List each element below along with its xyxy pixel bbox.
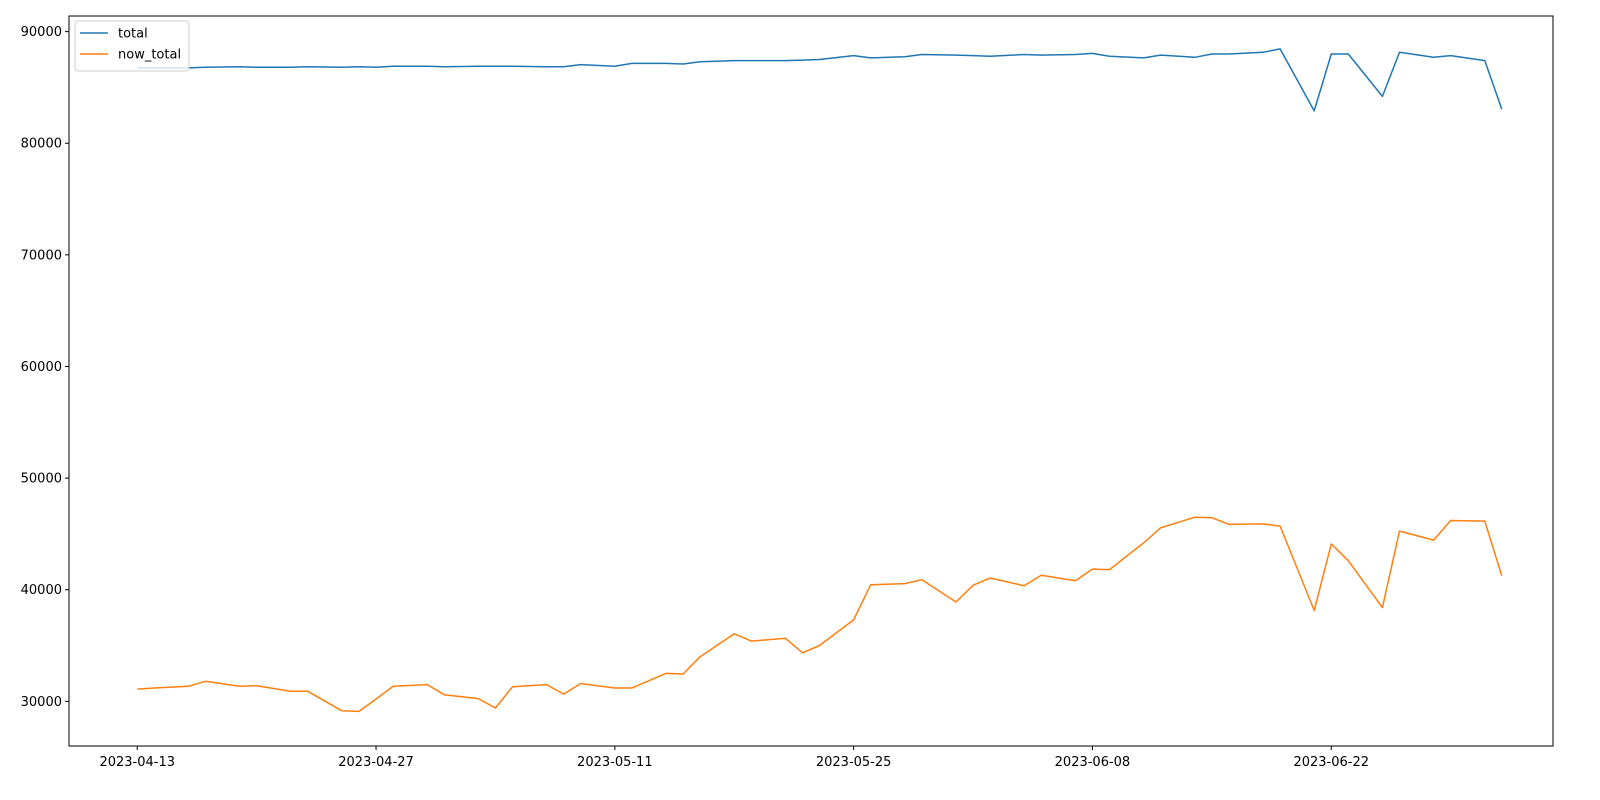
x-tick-label: 2023-06-22 xyxy=(1293,755,1369,770)
plot-area-frame xyxy=(68,15,1554,747)
y-tick-label: 70000 xyxy=(21,248,62,263)
y-tick-label: 80000 xyxy=(21,137,62,152)
x-axis-ticks: 2023-04-13 2023-04-27 2023-05-11 2023-05-25… xyxy=(99,746,1369,770)
y-tick-label: 50000 xyxy=(21,472,62,487)
x-tick-label: 2023-05-11 xyxy=(577,755,653,770)
y-tick-label: 30000 xyxy=(21,695,62,710)
x-tick-label: 2023-04-27 xyxy=(338,755,414,770)
x-tick-label: 2023-06-08 xyxy=(1055,755,1131,770)
y-axis-ticks: 30000 40000 50000 60000 70000 80000 90000 xyxy=(21,25,69,710)
legend: total now_total xyxy=(74,20,190,72)
x-tick-label: 2023-04-13 xyxy=(99,755,175,770)
y-tick-label: 90000 xyxy=(21,25,62,40)
series-lines xyxy=(137,48,1503,713)
legend-label: now_total xyxy=(118,48,181,63)
x-tick-label: 2023-05-25 xyxy=(816,755,892,770)
series-line-total xyxy=(137,48,1503,112)
y-tick-label: 40000 xyxy=(21,583,62,598)
y-tick-label: 60000 xyxy=(21,360,62,375)
series-line-now-total xyxy=(137,516,1503,713)
legend-label: total xyxy=(118,27,148,42)
